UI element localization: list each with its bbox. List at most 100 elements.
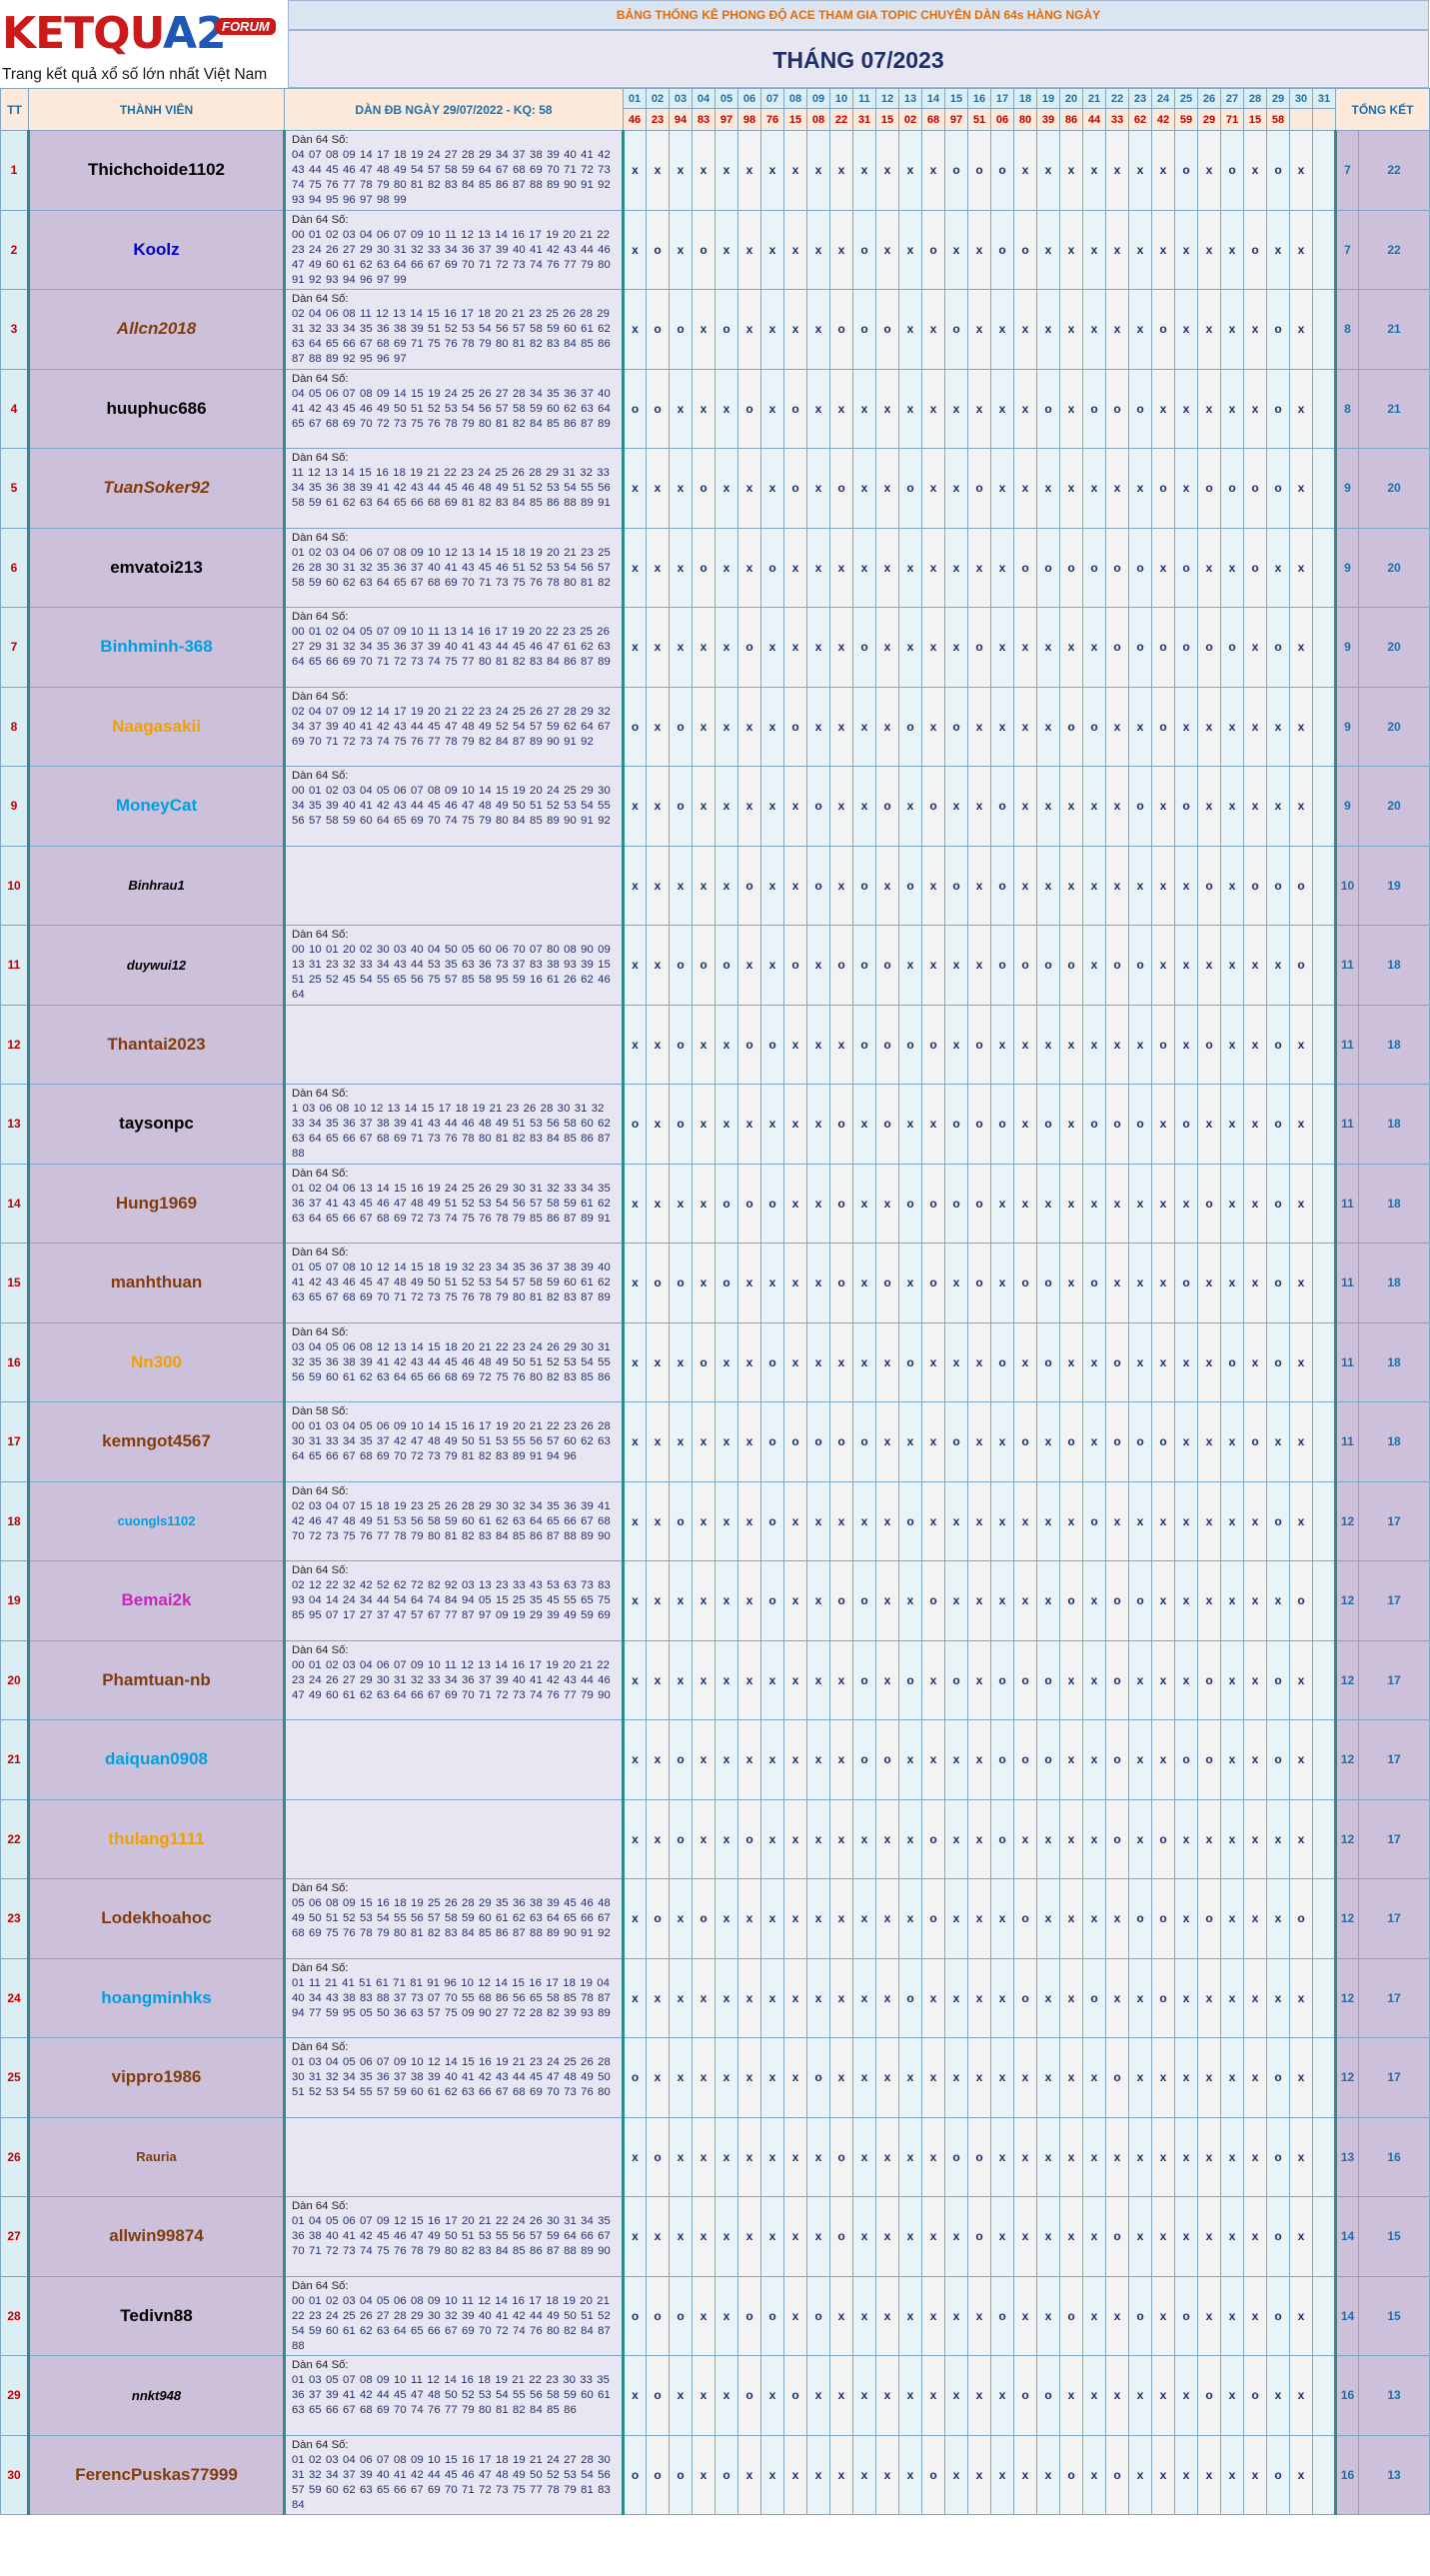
day-mark: x	[669, 368, 693, 449]
day-mark: x	[1082, 448, 1106, 529]
day-mark: x	[715, 2275, 738, 2356]
day-mark: o	[1128, 1560, 1152, 1641]
day-mark: o	[1151, 607, 1175, 688]
day-mark: o	[783, 686, 807, 767]
header-dan: DÀN ĐB NGÀY 29/07/2022 - KQ: 58	[284, 88, 624, 131]
day-mark: o	[669, 1719, 693, 1800]
day-mark: o	[1243, 209, 1267, 290]
day-mark: x	[921, 686, 945, 767]
member-name: nnkt948	[27, 2355, 286, 2436]
day-mark: x	[646, 130, 670, 211]
day-mark: x	[806, 1321, 830, 1402]
day-mark: x	[1243, 130, 1267, 211]
day-mark: o	[852, 289, 876, 370]
dan-cell	[284, 845, 625, 926]
day-mark: o	[646, 2355, 670, 2436]
day-mark: o	[852, 1560, 876, 1641]
day-mark: x	[1243, 368, 1267, 449]
day-mark: x	[692, 1480, 715, 1561]
win-count: 13	[1335, 2116, 1359, 2197]
day-mark: x	[1243, 1243, 1267, 1323]
day-mark: x	[646, 686, 670, 767]
day-mark: x	[760, 209, 784, 290]
day-mark: o	[1059, 1560, 1083, 1641]
page-banner: BẢNG THỐNG KÊ PHONG ĐỘ ACE THAM GIA TOPI…	[288, 0, 1429, 30]
row-number: 5	[0, 448, 29, 529]
day-mark: x	[623, 1243, 647, 1323]
day-mark: x	[692, 1957, 715, 2038]
day-mark: x	[921, 2275, 945, 2356]
day-mark: x	[852, 527, 876, 608]
day-mark: o	[852, 925, 876, 1006]
day-mark: x	[692, 607, 715, 688]
day-mark: x	[1174, 1163, 1198, 1244]
day-mark: o	[715, 2434, 738, 2515]
day-mark: x	[806, 607, 830, 688]
day-mark: x	[1289, 2116, 1313, 2197]
day-mark: x	[692, 2037, 715, 2118]
stats-table: TT THÀNH VIÊN DÀN ĐB NGÀY 29/07/2022 - K…	[0, 88, 1430, 2515]
total-score: 17	[1358, 1957, 1430, 2038]
day-mark: x	[898, 368, 922, 449]
day-mark: x	[623, 607, 647, 688]
day-mark: o	[806, 1401, 830, 1482]
day-mark: x	[1105, 1480, 1129, 1561]
dan-label: Dàn 64 Số:	[292, 1882, 349, 1894]
day-mark: x	[692, 130, 715, 211]
day-mark: x	[623, 2116, 647, 2197]
day-mark: x	[623, 845, 647, 926]
day-mark: x	[852, 2434, 876, 2515]
total-score: 17	[1358, 1560, 1430, 1641]
day-mark: x	[852, 2275, 876, 2356]
row-number: 22	[0, 1798, 29, 1879]
result-header: 15	[783, 108, 807, 131]
day-mark	[1312, 1719, 1337, 1800]
result-header: 83	[692, 108, 715, 131]
win-count: 11	[1335, 1163, 1359, 1244]
result-header: 15	[1243, 108, 1267, 131]
day-mark: x	[1082, 1878, 1106, 1959]
win-count: 12	[1335, 1798, 1359, 1879]
day-mark: x	[898, 1084, 922, 1165]
win-count: 16	[1335, 2355, 1359, 2436]
total-score: 18	[1358, 1163, 1430, 1244]
day-mark: x	[1197, 289, 1221, 370]
result-header	[1289, 108, 1313, 131]
day-mark: x	[1197, 527, 1221, 608]
day-mark: x	[852, 1321, 876, 1402]
day-mark: x	[715, 686, 738, 767]
dan-label: Dàn 64 Số:	[292, 1088, 349, 1100]
day-mark: x	[1197, 368, 1221, 449]
day-mark: o	[852, 1719, 876, 1800]
dan-label: Dàn 64 Số:	[292, 1643, 349, 1656]
day-mark: x	[1082, 1401, 1106, 1482]
day-mark: x	[646, 527, 670, 608]
day-mark: x	[1289, 1163, 1313, 1244]
day-mark: x	[623, 2355, 647, 2436]
day-mark: x	[1220, 2275, 1244, 2356]
day-mark: x	[967, 2275, 991, 2356]
day-mark: o	[852, 209, 876, 290]
day-mark: x	[829, 209, 853, 290]
day-mark: x	[783, 2434, 807, 2515]
day-mark: x	[944, 2196, 968, 2277]
day-mark: o	[646, 209, 670, 290]
day-mark: o	[1174, 1719, 1198, 1800]
day-mark: x	[1036, 289, 1060, 370]
day-mark	[1312, 1243, 1337, 1323]
day-mark: x	[852, 1878, 876, 1959]
day-mark: x	[669, 2196, 693, 2277]
table-row: 10 Binhrau1 x x x x x o x x o x o x o x o x o x x x x x x x x o x o o o…	[0, 845, 1430, 926]
day-mark: x	[1128, 209, 1152, 290]
day-mark: x	[646, 607, 670, 688]
day-mark: x	[646, 1401, 670, 1482]
member-name: Binhminh-368	[27, 607, 286, 688]
day-mark: x	[737, 1084, 761, 1165]
day-mark: x	[1220, 2196, 1244, 2277]
day-mark: x	[944, 2434, 968, 2515]
day-mark: x	[760, 1957, 784, 2038]
day-mark: o	[1266, 2275, 1290, 2356]
day-mark: o	[1013, 1401, 1037, 1482]
day-mark: o	[646, 2275, 670, 2356]
site-logo[interactable]: KETQUA2 FORUM Trang kết quả xổ số lớn nh…	[0, 0, 288, 88]
